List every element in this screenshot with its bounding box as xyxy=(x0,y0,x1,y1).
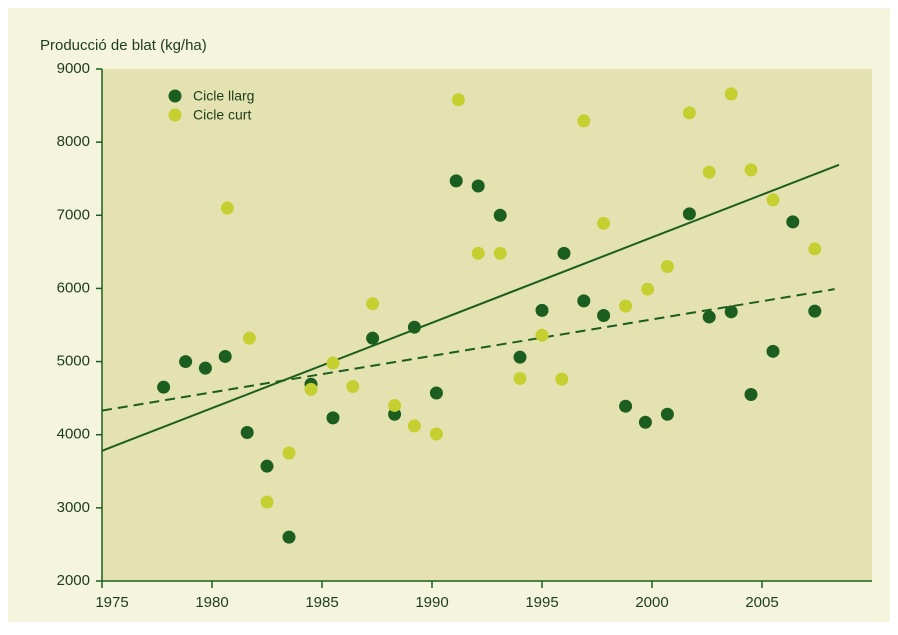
point xyxy=(597,308,611,322)
point xyxy=(493,208,507,222)
x-tick-label: 1990 xyxy=(415,594,448,611)
point xyxy=(451,93,465,107)
y-tick-label: 8000 xyxy=(57,133,90,150)
point xyxy=(198,361,212,375)
point xyxy=(724,305,738,319)
y-tick-label: 3000 xyxy=(57,499,90,516)
point xyxy=(744,163,758,177)
point xyxy=(557,246,571,260)
point xyxy=(702,165,716,179)
point xyxy=(304,382,318,396)
point xyxy=(326,411,340,425)
point xyxy=(535,328,549,342)
point xyxy=(260,459,274,473)
point xyxy=(471,179,485,193)
point xyxy=(619,399,633,413)
point xyxy=(513,350,527,364)
point xyxy=(407,320,421,334)
point xyxy=(157,380,171,394)
y-tick-label: 7000 xyxy=(57,206,90,223)
point xyxy=(513,371,527,385)
point xyxy=(218,349,232,363)
legend-label: Cicle llarg xyxy=(193,88,254,104)
point xyxy=(471,246,485,260)
point xyxy=(429,427,443,441)
point xyxy=(577,294,591,308)
point xyxy=(660,259,674,273)
point xyxy=(724,87,738,101)
point xyxy=(660,407,674,421)
point xyxy=(179,355,193,369)
plot-area xyxy=(102,69,872,581)
y-tick-label: 6000 xyxy=(57,279,90,296)
y-tick-label: 5000 xyxy=(57,353,90,370)
point xyxy=(702,310,716,324)
point xyxy=(388,398,402,412)
point xyxy=(808,304,822,318)
point xyxy=(766,193,780,207)
point xyxy=(744,387,758,401)
x-tick-label: 2005 xyxy=(745,594,778,611)
x-tick-label: 2000 xyxy=(635,594,668,611)
x-tick-label: 1995 xyxy=(525,594,558,611)
point xyxy=(366,331,380,345)
y-tick-label: 4000 xyxy=(57,426,90,443)
point xyxy=(808,242,822,256)
x-tick-label: 1980 xyxy=(195,594,228,611)
y-tick-label: 9000 xyxy=(57,60,90,77)
x-tick-label: 1985 xyxy=(305,594,338,611)
point xyxy=(577,114,591,128)
point xyxy=(766,344,780,358)
point xyxy=(407,419,421,433)
point xyxy=(597,216,611,230)
x-tick-label: 1975 xyxy=(95,594,128,611)
point xyxy=(555,372,569,386)
point xyxy=(493,246,507,260)
y-tick-label: 2000 xyxy=(57,572,90,589)
point xyxy=(638,415,652,429)
trend-line xyxy=(101,288,835,412)
point xyxy=(619,299,633,313)
legend-marker xyxy=(168,108,182,122)
point xyxy=(326,356,340,370)
point xyxy=(641,282,655,296)
trend-line xyxy=(101,163,840,452)
point xyxy=(366,297,380,311)
point xyxy=(786,215,800,229)
point xyxy=(449,174,463,188)
point xyxy=(429,386,443,400)
legend-marker xyxy=(168,89,182,103)
point xyxy=(535,303,549,317)
point xyxy=(242,331,256,345)
point xyxy=(682,106,696,120)
point xyxy=(346,379,360,393)
point xyxy=(220,201,234,215)
point xyxy=(682,207,696,221)
y-axis-label: Producció de blat (kg/ha) xyxy=(40,37,207,54)
legend-label: Cicle curt xyxy=(193,107,251,123)
point xyxy=(260,495,274,509)
point xyxy=(282,446,296,460)
point xyxy=(240,426,254,440)
point xyxy=(282,530,296,544)
